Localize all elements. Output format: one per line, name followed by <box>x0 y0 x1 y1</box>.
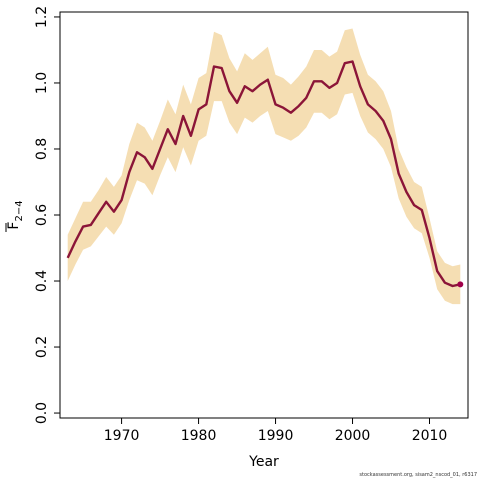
x-tick-label: 1990 <box>258 428 294 444</box>
y-tick-label: 0.2 <box>34 336 50 358</box>
last-data-point <box>457 281 464 288</box>
x-tick-label: 1980 <box>181 428 217 444</box>
y-axis-label-main: F <box>6 222 22 230</box>
y-tick-label: 0.0 <box>34 402 50 424</box>
confidence-band <box>67 28 461 305</box>
x-axis: 1970 1980 1990 2000 2010 <box>104 418 448 444</box>
x-axis-label: Year <box>248 454 279 470</box>
y-axis: 0.0 0.2 0.4 0.6 0.8 1.0 1.2 <box>34 6 60 424</box>
x-tick-label: 2010 <box>412 428 448 444</box>
svg-text:F2−4: F2−4 <box>6 200 25 229</box>
y-tick-label: 0.8 <box>34 138 50 160</box>
footer-credit: stockassessment.org, sisam2_nscod_01, r6… <box>359 472 477 478</box>
y-tick-label: 1.2 <box>34 6 50 28</box>
y-tick-label: 0.4 <box>34 270 50 292</box>
series-line-layer <box>66 60 464 288</box>
y-axis-label-subscript: 2−4 <box>14 200 25 221</box>
y-axis-label: F2−4 <box>5 200 25 232</box>
f-series-line <box>66 60 461 288</box>
y-tick-label: 1.0 <box>34 72 50 94</box>
y-tick-label: 0.6 <box>34 204 50 226</box>
confidence-band-layer <box>67 28 461 305</box>
x-tick-label: 2000 <box>335 428 371 444</box>
x-tick-label: 1970 <box>104 428 140 444</box>
